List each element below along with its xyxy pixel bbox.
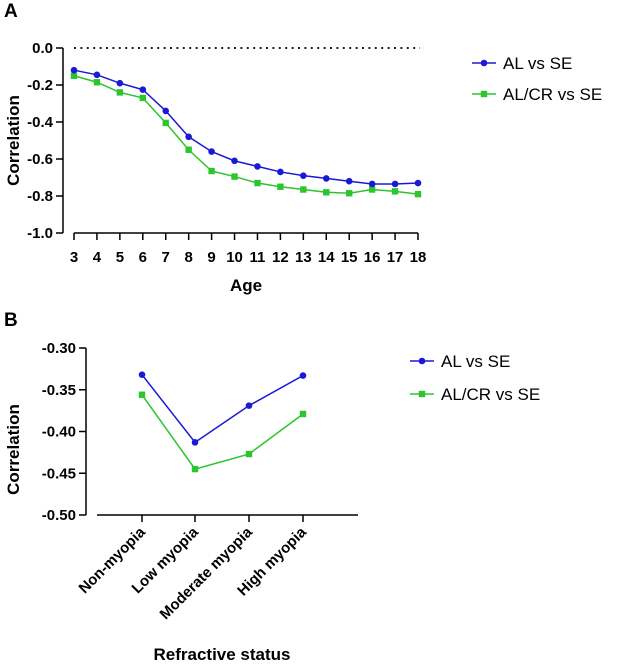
data-point: [277, 168, 284, 176]
y-tick-label: -0.6: [27, 151, 53, 168]
data-point: [138, 371, 146, 379]
panel-a: A 0.0 -0.2 -0.4 -0.6 -0.8 -1.0 3 4 5 6 7 8 9 10 11 12 13 1…: [4, 1, 602, 295]
x-tick-label: 3: [70, 249, 78, 266]
x-tick-label: 11: [250, 249, 266, 266]
y-tick-label: 0.0: [32, 40, 53, 57]
y-tick-label: -0.40: [42, 424, 76, 441]
series-line: [73, 75, 419, 195]
data-point: [391, 180, 399, 188]
x-axis-title: Refractive status: [153, 645, 290, 664]
x-tick-label: Moderate myopia: [157, 523, 257, 623]
y-axis-title: Correlation: [4, 95, 23, 186]
data-point: [70, 72, 78, 79]
x-tick-label: 13: [295, 249, 312, 266]
data-point: [299, 372, 307, 379]
data-point: [191, 439, 199, 446]
data-point: [322, 175, 330, 182]
panel-b: B-0.30-0.35-0.40-0.45-0.50Non-myopiaLow …: [4, 310, 540, 664]
data-point: [346, 190, 353, 197]
x-tick-label: 15: [341, 249, 358, 266]
legend-marker: [480, 90, 488, 98]
data-point: [231, 157, 238, 165]
x-tick-label: 18: [410, 249, 427, 266]
x-tick-label: 14: [318, 249, 335, 266]
x-tick-label: 12: [272, 249, 289, 266]
y-tick-label: -0.50: [42, 507, 76, 524]
data-point: [245, 450, 253, 458]
series-line: [141, 394, 304, 470]
data-point: [414, 190, 422, 198]
y-tick-label: -0.8: [27, 188, 53, 205]
data-point: [162, 119, 169, 127]
legend-marker: [418, 357, 426, 365]
legend-marker: [480, 59, 488, 67]
data-point: [300, 172, 307, 179]
data-point: [254, 163, 261, 170]
data-point: [414, 179, 422, 187]
data-point: [116, 79, 124, 87]
legend-label: AL/CR vs SE: [441, 385, 540, 404]
x-tick-label: 8: [184, 249, 192, 266]
data-point: [345, 177, 353, 185]
data-point: [208, 148, 215, 155]
data-point: [299, 410, 307, 418]
legend-label: AL/CR vs SE: [503, 85, 602, 104]
data-point: [185, 133, 192, 141]
x-tick-label: 9: [207, 249, 215, 266]
data-point: [277, 183, 284, 190]
data-point: [116, 89, 124, 96]
y-axis-title: Correlation: [4, 404, 23, 495]
data-point: [185, 146, 192, 153]
y-tick-label: -0.35: [42, 382, 76, 399]
data-point: [368, 180, 376, 188]
y-tick-label: -1.0: [27, 225, 53, 242]
legend-label: AL vs SE: [441, 352, 510, 371]
x-tick-label: 5: [116, 249, 124, 266]
x-tick-label: 7: [162, 249, 170, 266]
data-point: [254, 179, 261, 187]
data-point: [191, 465, 199, 473]
y-tick-label: -0.2: [27, 77, 53, 94]
data-point: [368, 186, 376, 193]
data-point: [245, 402, 253, 409]
data-point: [138, 391, 146, 398]
data-point: [93, 71, 101, 79]
series-line: [141, 374, 304, 444]
y-tick-label: -0.45: [42, 465, 76, 482]
series-line: [73, 69, 419, 185]
data-point: [391, 188, 399, 195]
data-point: [231, 173, 238, 180]
data-point: [139, 94, 146, 102]
data-point: [93, 79, 101, 86]
x-tick-label: 17: [387, 249, 404, 266]
legend-marker: [418, 390, 426, 398]
x-axis-title: Age: [230, 276, 262, 295]
x-tick-label: 10: [226, 249, 243, 266]
panel-b-label: B: [4, 310, 18, 331]
legend-label: AL vs SE: [503, 54, 572, 73]
data-point: [139, 86, 147, 93]
x-tick-label: 16: [364, 249, 381, 266]
y-tick-label: -0.4: [27, 114, 54, 131]
data-point: [300, 186, 307, 193]
data-point: [323, 189, 330, 196]
y-tick-label: -0.30: [42, 340, 76, 357]
x-tick-label: 6: [139, 249, 147, 266]
data-point: [162, 107, 170, 115]
data-point: [70, 66, 78, 74]
x-tick-label: 4: [93, 249, 102, 266]
data-point: [208, 167, 215, 175]
panel-a-label: A: [4, 1, 18, 22]
